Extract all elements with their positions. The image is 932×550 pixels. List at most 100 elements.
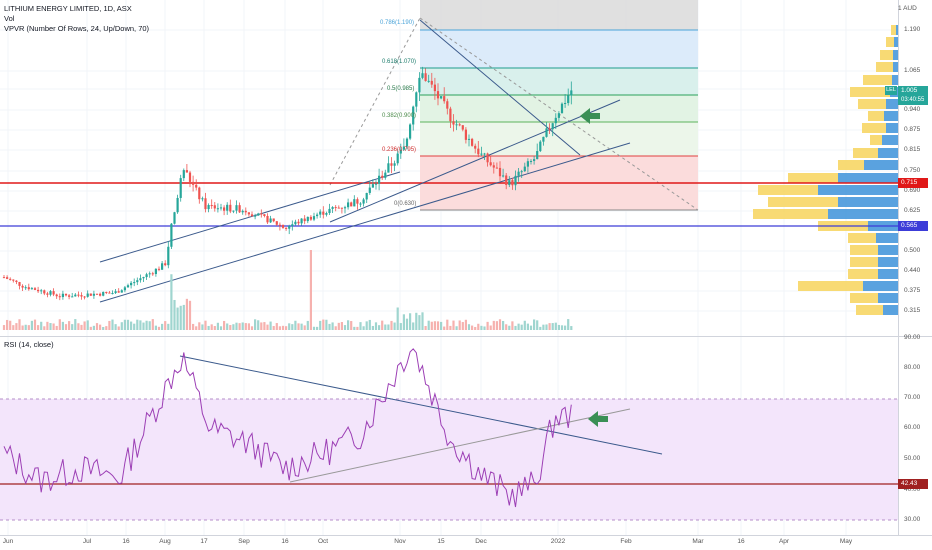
candle-body: [269, 218, 272, 223]
volume-bar: [167, 323, 170, 330]
candle-body: [511, 180, 514, 186]
vpvr-bar-up: [878, 293, 898, 303]
volume-bar: [374, 322, 378, 330]
red-line-price-tag[interactable]: 0.715: [898, 178, 928, 188]
volume-bar: [210, 324, 213, 330]
volume-legend[interactable]: Vol: [4, 14, 15, 23]
candle-body: [567, 95, 570, 104]
vpvr-bar-down: [838, 160, 864, 170]
candle-body: [477, 148, 480, 155]
candle-body: [492, 165, 495, 168]
volume-bar: [207, 325, 210, 330]
candle-body: [331, 207, 334, 209]
candle-body: [405, 138, 409, 147]
volume-bar: [474, 326, 477, 330]
candle-body: [551, 123, 554, 130]
price-tick: 0.375: [904, 287, 921, 294]
rsi-legend[interactable]: RSI (14, close): [4, 340, 54, 349]
volume-bar: [254, 319, 257, 330]
candle-body: [83, 296, 86, 298]
volume-bar: [188, 300, 192, 330]
price-tick: 0.940: [904, 106, 921, 113]
candle-body: [6, 277, 9, 279]
candle-body: [133, 282, 136, 284]
candle-body: [337, 207, 340, 209]
volume-bar: [278, 326, 281, 330]
volume-bar: [412, 322, 415, 330]
last-price-tag[interactable]: 1.005: [898, 86, 928, 96]
volume-bar: [145, 320, 148, 330]
vpvr-bar-down: [858, 99, 886, 109]
time-tick: Jul: [82, 538, 92, 545]
candle-body: [275, 221, 278, 225]
volume-bar: [526, 323, 529, 330]
candle-body: [151, 273, 154, 275]
time-tick: 2022: [550, 538, 566, 545]
blue-line-price-tag[interactable]: 0.565: [898, 221, 928, 231]
volume-bar: [139, 320, 142, 330]
symbol-title[interactable]: LITHIUM ENERGY LIMITED, 1D, ASX: [4, 4, 132, 13]
volume-bar: [89, 326, 92, 330]
time-tick: 16: [122, 538, 130, 545]
volume-bar: [157, 326, 161, 330]
candle-body: [24, 287, 27, 289]
candle-body: [409, 124, 412, 139]
candle-body: [412, 106, 415, 125]
volume-bar: [68, 321, 71, 330]
trend-channel[interactable]: [99, 19, 631, 303]
candle-body: [347, 202, 350, 208]
volume-bar: [257, 320, 260, 330]
volume-bar: [393, 322, 396, 330]
vpvr-bar-up: [883, 305, 898, 315]
volume-bar: [142, 322, 145, 330]
volume-bar: [12, 325, 15, 330]
candle-body: [80, 295, 83, 297]
candle-body: [154, 268, 157, 275]
candle-body: [281, 224, 285, 228]
candle-body: [560, 103, 564, 114]
candle-body: [198, 187, 201, 200]
candle-body: [502, 175, 505, 177]
volume-bar: [353, 326, 356, 330]
volume-bar: [226, 323, 229, 330]
volume-bar: [151, 319, 154, 330]
price-tick: 0.750: [904, 167, 921, 174]
volume-bar: [384, 324, 387, 330]
vpvr-bar-down: [753, 209, 828, 219]
volume-bar: [161, 323, 164, 330]
time-tick: Oct: [317, 538, 329, 545]
candle-body: [176, 197, 179, 213]
candle-body: [55, 294, 58, 297]
candle-body: [294, 221, 297, 225]
candle-body: [61, 293, 64, 298]
candle-body: [288, 226, 291, 229]
candle-body: [545, 128, 548, 137]
candle-body: [533, 159, 536, 161]
countdown-tag: 03:40:55: [898, 95, 928, 105]
vpvr-bar-down: [886, 37, 894, 47]
volume-bar: [306, 320, 309, 330]
time-tick: Jun: [2, 538, 14, 545]
candle-body: [554, 117, 557, 124]
candle-body: [526, 161, 529, 167]
vpvr-bar-up: [893, 62, 898, 72]
volume-bar: [244, 323, 247, 330]
vpvr-bar-down: [876, 62, 893, 72]
candle-body: [9, 278, 12, 280]
vpvr-legend[interactable]: VPVR (Number Of Rows, 24, Up/Down, 70): [4, 24, 150, 33]
fib-label-0382: 0.382(0.900): [382, 113, 417, 119]
price-tick: 0.315: [904, 307, 921, 314]
vpvr-bar-down: [768, 197, 838, 207]
volume-bar: [6, 319, 9, 330]
candle-body: [316, 214, 319, 217]
volume-bar: [458, 320, 461, 330]
candle-body: [229, 204, 232, 212]
candle-body: [195, 184, 198, 188]
candle-body: [285, 227, 288, 229]
volume-bar: [148, 321, 151, 330]
volume-bar: [477, 323, 480, 330]
volume-bar: [27, 325, 30, 330]
candle-body: [247, 212, 250, 215]
volume-bar: [105, 326, 108, 330]
